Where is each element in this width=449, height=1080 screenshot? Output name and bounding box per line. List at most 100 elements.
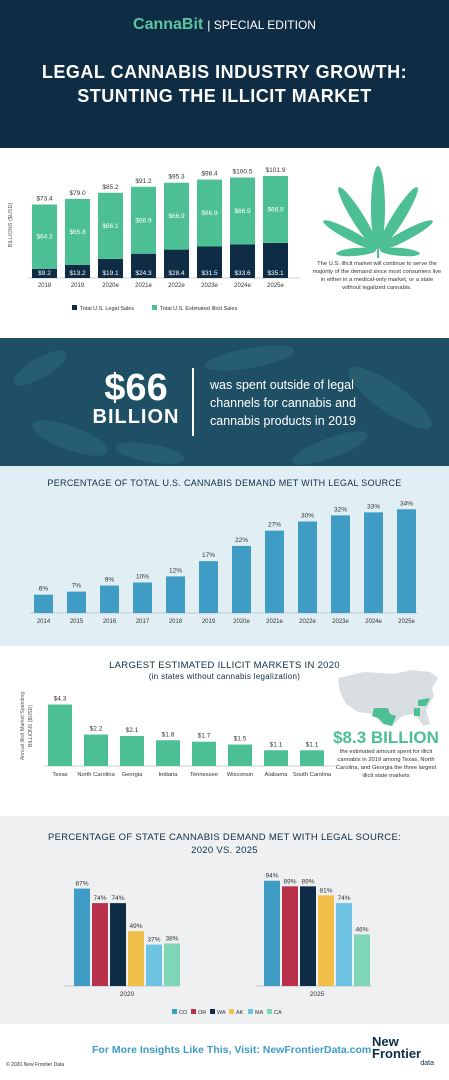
legend-label-ma: MA	[255, 1010, 264, 1016]
value-label: 30%	[301, 513, 314, 520]
x-tick-label: 2025e	[398, 619, 415, 625]
bar-legal-sales	[65, 264, 90, 278]
total-value-label: $79.0	[69, 190, 86, 197]
legend-label-ca: CA	[274, 1010, 282, 1016]
legend-label-co: CO	[179, 1010, 188, 1016]
bar-illicit-state	[84, 734, 108, 766]
bar-legal-sales	[197, 246, 222, 278]
bar-legal-sales	[230, 244, 255, 278]
brand-name: CannaBit	[133, 16, 204, 33]
callout-divider	[192, 368, 194, 436]
legal-vs-illicit-section: BILLIONS ($USD) $9.2 $64.3 $73.4 2018 $13.2 $6…	[0, 150, 449, 338]
legal-vs-illicit-chart: BILLIONS ($USD) $9.2 $64.3 $73.4 2018 $13.2 $6…	[8, 167, 300, 312]
y-axis-label-line2: BILLIONS ($USD)	[28, 705, 34, 747]
frontier-logo: New Frontier data	[372, 1035, 442, 1068]
value-label: $1.5	[234, 736, 247, 743]
bar-co	[74, 888, 90, 986]
bar-illicit-state	[228, 744, 252, 766]
value-label: 49%	[129, 923, 142, 930]
bar-illicit-sales	[32, 204, 57, 269]
illicit-value-label: $66.1	[102, 223, 119, 230]
value-label: 87%	[75, 881, 88, 888]
bar-ca	[354, 934, 370, 986]
legend-label-ak: AK	[236, 1010, 244, 1016]
illicit-value-label: $65.8	[69, 229, 86, 236]
total-value-label: $95.3	[168, 174, 185, 181]
legal-value-label: $9.2	[38, 270, 51, 277]
bar-legal-share	[199, 561, 218, 613]
bar-ak	[128, 931, 144, 986]
value-label: 74%	[111, 895, 124, 902]
value-label: $1.7	[198, 733, 211, 740]
illicit-states-title: LARGEST ESTIMATED ILLICIT MARKETS IN 202…	[109, 660, 340, 671]
bar-legal-share	[265, 530, 284, 613]
bar-illicit-sales	[263, 176, 288, 243]
value-label: 81%	[319, 887, 332, 894]
logo-line3: data	[420, 1060, 434, 1067]
x-tick-label: Wisconsin	[227, 772, 253, 778]
bar-illicit-sales	[197, 179, 222, 247]
x-tick-label: Indiana	[158, 772, 178, 778]
brand: CannaBit | SPECIAL EDITION	[0, 16, 449, 34]
bar-legal-sales	[32, 268, 57, 278]
bar-legal-sales	[164, 249, 189, 278]
x-tick-label: 2019	[202, 619, 216, 625]
bar-legal-sales	[131, 253, 156, 278]
bar-or	[282, 886, 298, 986]
bar-legal-share	[298, 521, 317, 613]
x-tick-label: Georgia	[122, 772, 143, 778]
value-label: 32%	[334, 506, 347, 513]
illicit-states-subtitle: (in states without cannabis legalization…	[148, 672, 301, 681]
x-tick-label: 2017	[136, 619, 150, 625]
edition-label: | SPECIAL EDITION	[207, 18, 316, 32]
y-axis-label-line1: Annual Illicit Market Spending	[20, 692, 26, 760]
x-tick-label: 2023e	[332, 619, 349, 625]
bar-illicit-state	[192, 741, 216, 766]
legal-value-label: $24.3	[135, 270, 152, 277]
copyright: © 2020 New Frontier Data	[6, 1062, 65, 1068]
illicit-value-label: $66.9	[168, 213, 185, 220]
states-amount: $8.3 BILLION	[333, 728, 439, 747]
x-tick-label: Texas	[52, 772, 67, 778]
legend-swatch-co	[172, 1009, 177, 1014]
x-tick-label: 2021e	[266, 619, 283, 625]
value-label: 7%	[72, 583, 82, 590]
page-title-line2: STUNTING THE ILLICIT MARKET	[77, 86, 372, 106]
x-tick-label: Tennessee	[190, 772, 218, 778]
value-label: 74%	[93, 895, 106, 902]
legend-swatch-ak	[229, 1009, 234, 1014]
value-label: 46%	[355, 926, 368, 933]
value-label: $1.8	[162, 731, 175, 738]
footer-cta[interactable]: For More Insights Like This, Visit: NewF…	[92, 1044, 372, 1056]
footer: For More Insights Like This, Visit: NewF…	[0, 1024, 449, 1080]
x-tick-label: 2016	[103, 619, 117, 625]
value-label: 37%	[147, 937, 160, 944]
y-axis-label: BILLIONS ($USD)	[8, 203, 14, 248]
value-label: 27%	[268, 522, 281, 529]
bar-illicit-sales	[98, 192, 123, 259]
us-map-icon	[338, 670, 438, 726]
bar-illicit-sales	[230, 177, 255, 245]
value-label: $2.2	[90, 726, 103, 733]
bar-legal-sales	[98, 258, 123, 278]
value-label: $1.1	[306, 741, 319, 748]
value-label: $1.1	[270, 741, 283, 748]
bar-ma	[146, 944, 162, 986]
bar-illicit-sales	[131, 186, 156, 254]
x-tick-label: 2020e	[233, 619, 250, 625]
bar-legal-share	[397, 509, 416, 613]
x-tick-label: 2024e	[365, 619, 382, 625]
x-tick-label: Alabama	[265, 772, 289, 778]
bar-illicit-state	[120, 735, 144, 766]
callout-section: $66 BILLION was spent outside of legal c…	[0, 338, 449, 466]
callout-unit: BILLION	[92, 406, 180, 428]
logo-line2: Frontier	[372, 1046, 422, 1061]
value-label: 38%	[165, 935, 178, 942]
bar-or	[92, 903, 108, 986]
illicit-value-label: $66.9	[135, 217, 152, 224]
legend-swatch-ca	[267, 1009, 272, 1014]
page-title-line1: LEGAL CANNABIS INDUSTRY GROWTH:	[41, 62, 408, 82]
legend-label-illicit: Total U.S. Estimated Illicit Sales	[160, 306, 238, 312]
bar-legal-share	[133, 582, 152, 613]
state-comparison-title-line2: 2020 VS. 2025	[191, 845, 258, 856]
